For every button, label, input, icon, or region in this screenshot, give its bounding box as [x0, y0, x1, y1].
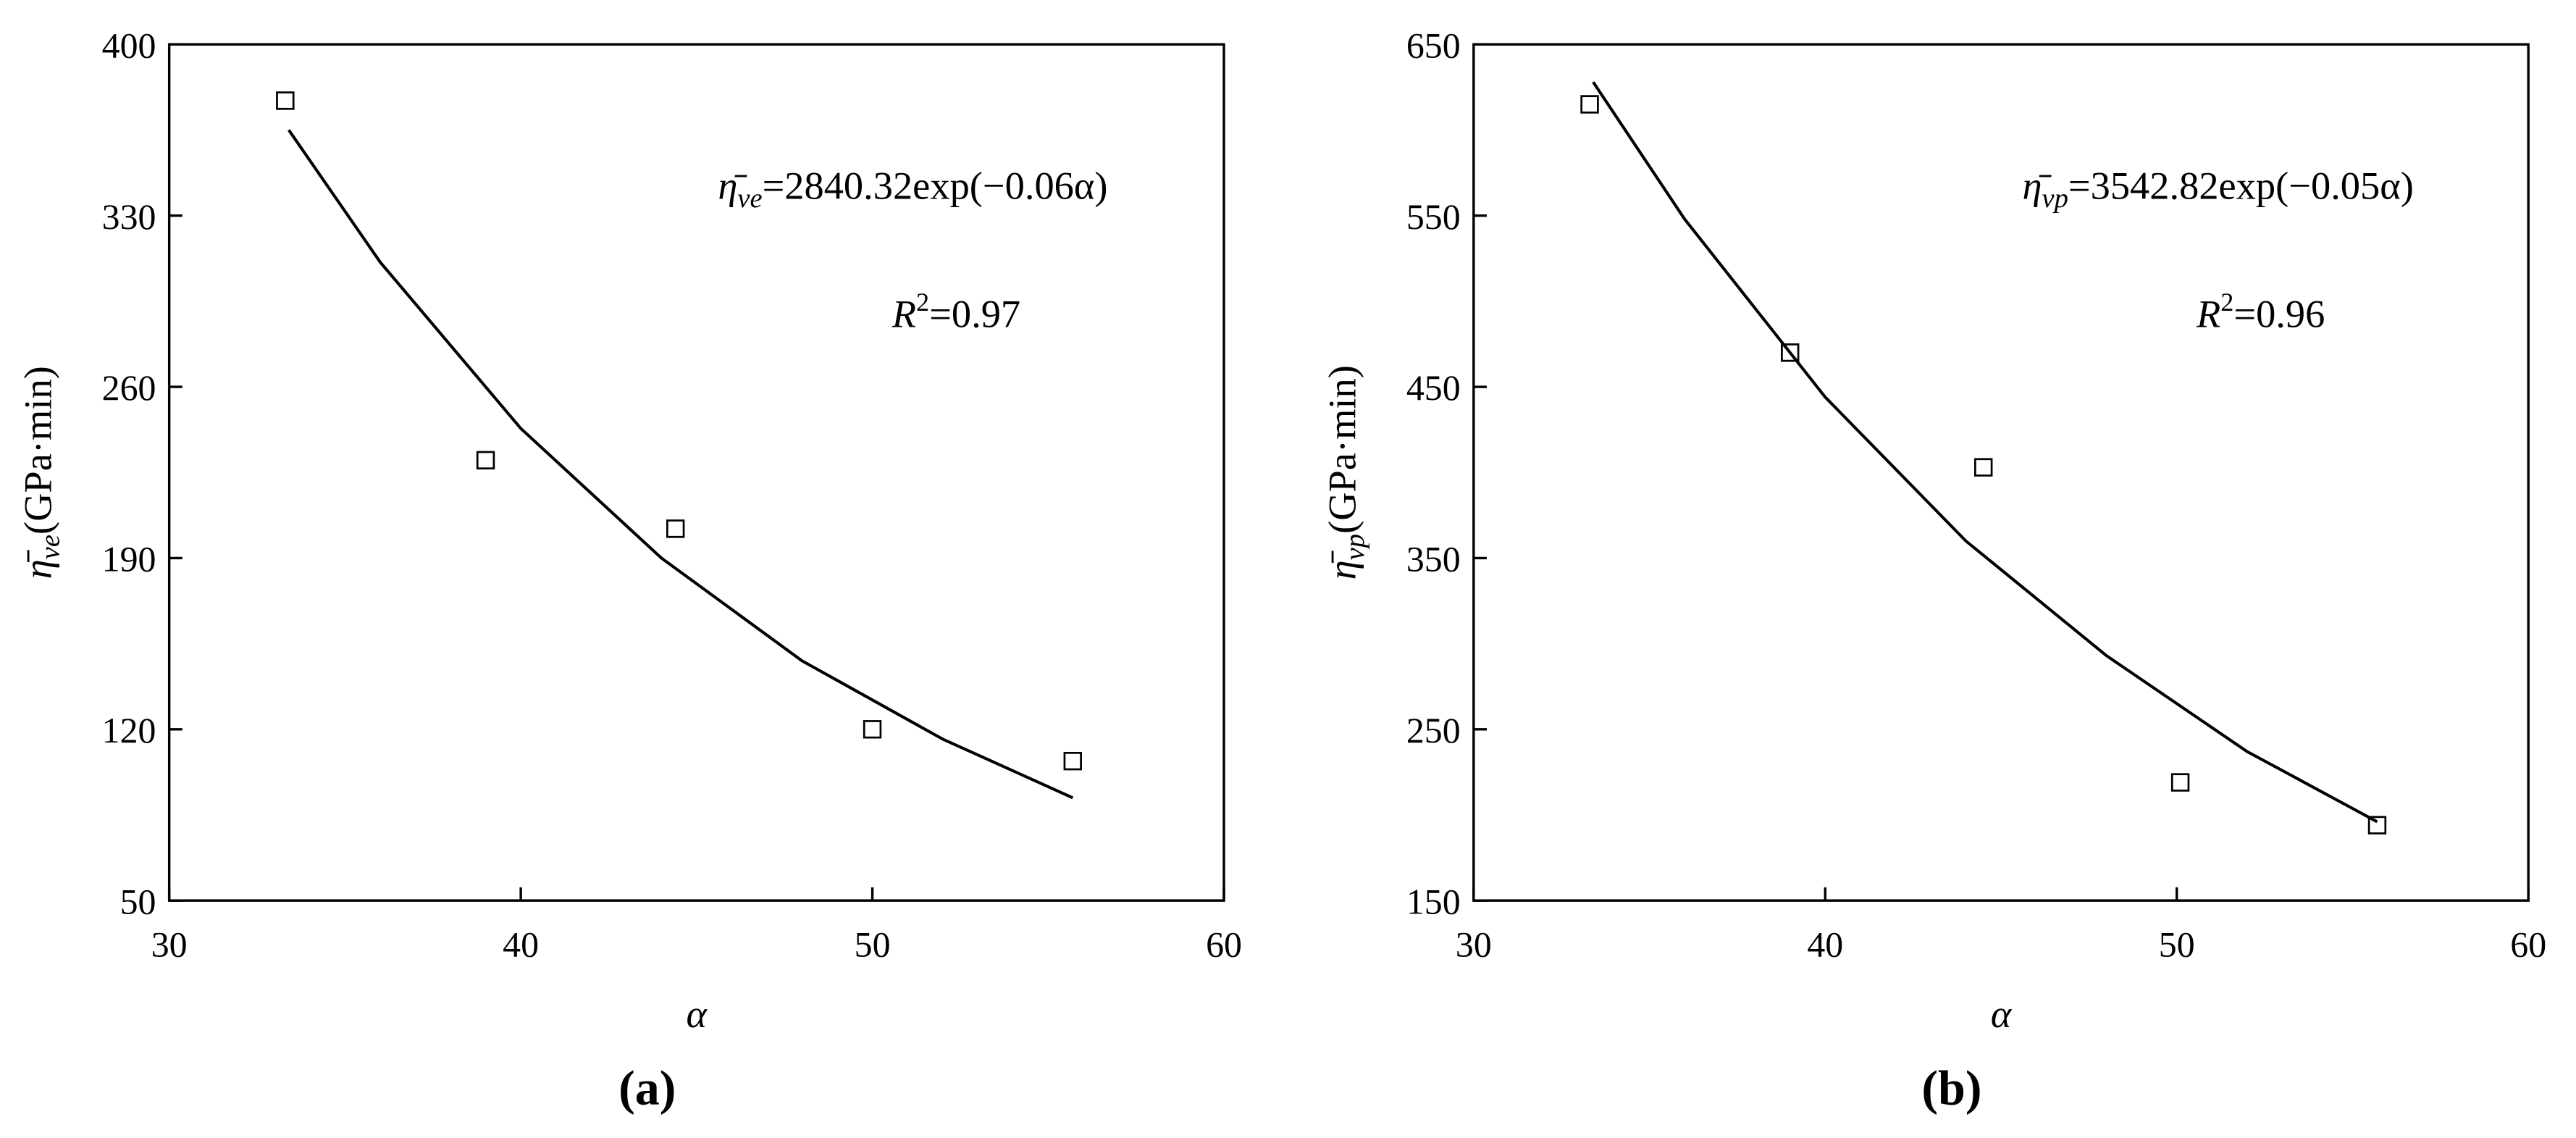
data-point	[476, 451, 495, 470]
data-point	[2170, 773, 2190, 792]
x-tick-label: 60	[1206, 924, 1242, 964]
r-squared: R2=0.96	[2196, 288, 2325, 336]
r-squared-superscript: 2	[2220, 288, 2233, 317]
y-tick-label: 550	[1406, 197, 1461, 237]
equation-text: =3542.82exp(−0.05α)	[2068, 164, 2414, 208]
equation: η̄ve=2840.32exp(−0.06α)	[718, 164, 1107, 214]
data-point	[276, 91, 295, 110]
y-tick-label: 450	[1406, 368, 1461, 408]
equation-subscript: vp	[2042, 183, 2068, 214]
data-point	[666, 519, 685, 538]
x-tick-label: 50	[2159, 924, 2195, 964]
equation: η̄vp=3542.82exp(−0.05α)	[2023, 164, 2414, 214]
y-tick-label: 650	[1406, 25, 1461, 65]
data-point	[1781, 343, 1800, 362]
panel: 150 250 350 450 550 650 30 40 50 60 α(b) η̄vp(GPa·m…	[1320, 25, 2547, 1115]
plot-frame	[1472, 43, 2530, 902]
panel-label: (b)	[1921, 1060, 1981, 1115]
x-axis-label: α	[687, 992, 708, 1036]
y-tick-label: 350	[1406, 540, 1461, 580]
panel: 50 120 190 260 330 400 30 40 50 60 α(a) η̄ve(GPa·mi…	[15, 25, 1242, 1115]
panel-label: (a)	[618, 1060, 676, 1115]
x-tick-label: 30	[151, 924, 188, 964]
x-axis-label: α	[1991, 992, 2013, 1036]
y-tick-label: 190	[102, 540, 156, 580]
x-tick-label: 40	[503, 924, 539, 964]
r-squared-text: =0.96	[2233, 291, 2325, 335]
x-tick-label: 30	[1456, 924, 1492, 964]
y-tick-label: 50	[120, 882, 156, 921]
r-squared: R2=0.97	[891, 288, 1020, 336]
y-tick-label: 400	[102, 25, 156, 65]
r-squared-symbol: R	[2196, 291, 2220, 335]
r-squared-superscript: 2	[916, 288, 929, 317]
data-point	[1974, 458, 1993, 477]
y-axis-label: η̄ve(GPa·min)	[15, 366, 65, 579]
equation-subscript: ve	[737, 183, 762, 214]
data-point	[863, 720, 882, 739]
data-point	[2367, 816, 2387, 834]
y-label-unit: (GPa·min)	[15, 366, 59, 535]
fit-curve	[1592, 81, 2378, 824]
y-tick-label: 330	[102, 197, 156, 237]
x-tick-label: 40	[1807, 924, 1843, 964]
fit-curve	[288, 129, 1074, 800]
data-point	[1580, 95, 1599, 114]
y-label-subscript: ve	[35, 535, 66, 559]
data-point	[1063, 751, 1082, 771]
x-tick-label: 60	[2510, 924, 2546, 964]
r-squared-text: =0.97	[929, 291, 1020, 335]
y-tick-label: 120	[102, 711, 156, 750]
y-tick-label: 150	[1406, 882, 1461, 921]
plot-frame	[167, 43, 1225, 902]
y-axis-label: η̄vp(GPa·min)	[1320, 365, 1370, 580]
y-label-subscript: vp	[1340, 534, 1370, 560]
y-tick-label: 260	[102, 368, 156, 408]
equation-text: =2840.32exp(−0.06α)	[763, 164, 1108, 208]
r-squared-symbol: R	[891, 291, 916, 335]
x-tick-label: 50	[855, 924, 891, 964]
y-tick-label: 250	[1406, 711, 1461, 750]
y-label-unit: (GPa·min)	[1320, 365, 1364, 534]
